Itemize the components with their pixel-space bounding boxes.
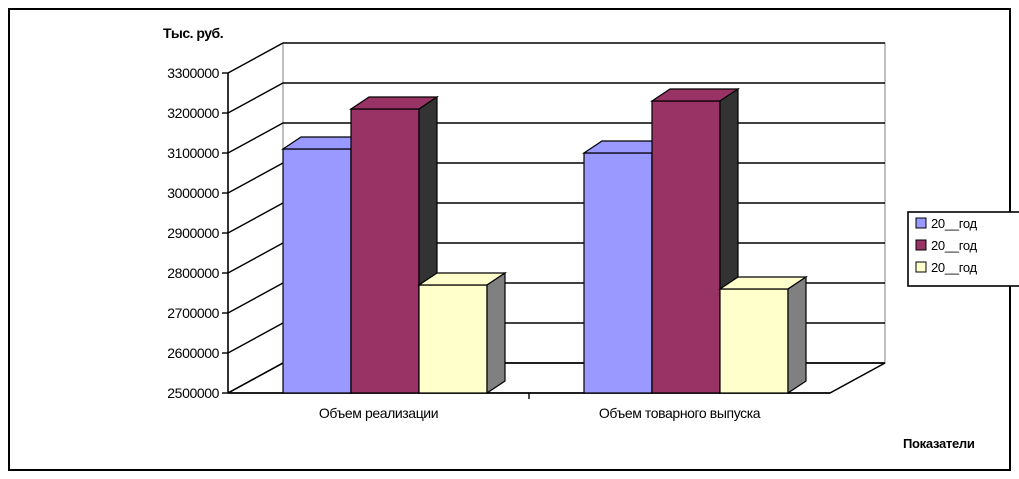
- legend-label: 20__год: [931, 238, 978, 253]
- bar-side: [486, 271, 506, 395]
- bar-front: [651, 100, 721, 394]
- bar-side: [787, 275, 807, 395]
- y-tick-label: 3200000: [167, 105, 219, 121]
- y-tick-label: 2800000: [167, 265, 219, 281]
- legend-swatch: [915, 217, 927, 229]
- y-axis-title: Тыс. руб.: [163, 25, 223, 41]
- x-axis-labels: Объем реализации Объем товарного выпуска: [319, 405, 761, 421]
- legend-label: 20__год: [931, 260, 978, 275]
- y-tick-label: 2900000: [167, 225, 219, 241]
- y-axis-ticks: 2500000 2600000 2700000 2800000 2900000 30000…: [167, 65, 220, 401]
- legend-label: 20__год: [931, 216, 978, 231]
- bar-front: [719, 288, 789, 394]
- legend: 20__год 20__год 20__год: [907, 211, 1019, 287]
- bar: [718, 275, 808, 395]
- bar: [650, 87, 740, 395]
- x-tick-label: Объем реализации: [319, 405, 438, 421]
- y-tick-label: 2600000: [167, 345, 219, 361]
- y-tick-label: 3000000: [167, 185, 219, 201]
- y-tick-label: 3100000: [167, 145, 219, 161]
- x-axis-title: Показатели: [903, 436, 975, 451]
- y-tick-label: 2700000: [167, 305, 219, 321]
- bar-front: [282, 148, 352, 394]
- gridline: [227, 82, 885, 114]
- bars: [281, 87, 808, 399]
- y-tick-label: 2500000: [167, 385, 219, 401]
- legend-swatch: [915, 261, 927, 273]
- bar-front: [418, 284, 488, 394]
- bar-front: [350, 108, 420, 394]
- legend-swatch: [915, 239, 927, 251]
- bar: [417, 271, 507, 395]
- gridline: [227, 42, 885, 74]
- y-tick-label: 3300000: [167, 65, 219, 81]
- bar-front: [583, 152, 653, 394]
- x-tick-label: Объем товарного выпуска: [599, 405, 761, 421]
